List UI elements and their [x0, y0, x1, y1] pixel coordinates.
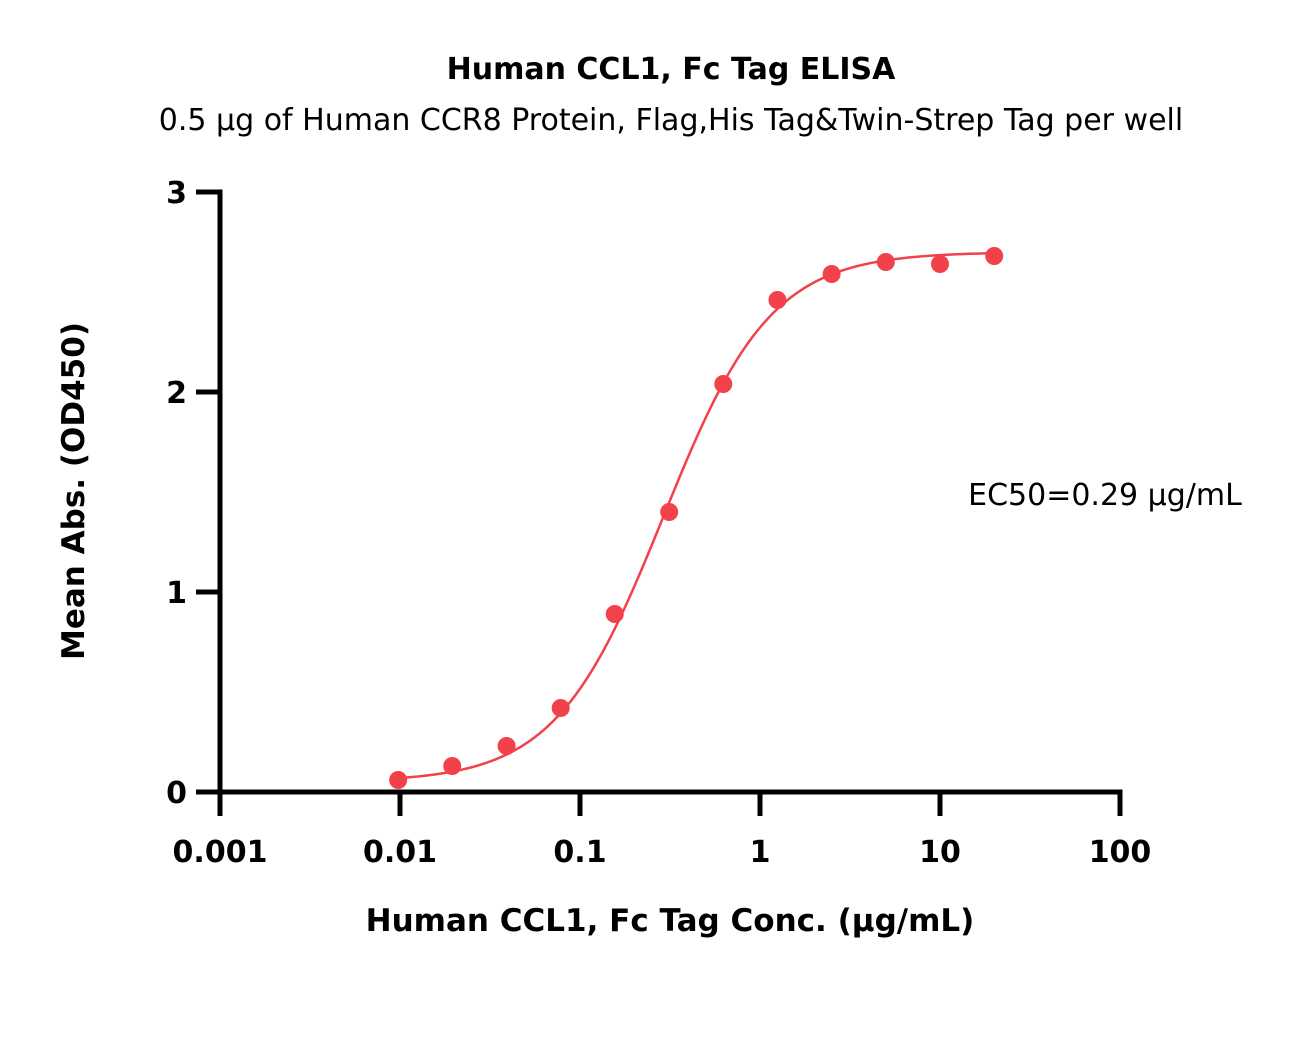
y-tick-label: 2 — [166, 376, 187, 411]
data-point — [497, 737, 516, 755]
axes — [217, 189, 1123, 795]
data-point — [931, 255, 949, 273]
x-tick-label: 100 — [1089, 835, 1152, 870]
x-tick-label: 0.1 — [553, 835, 606, 870]
ec50-annotation: EC50=0.29 μg/mL — [968, 478, 1242, 513]
x-axis-label: Human CCL1, Fc Tag Conc. (μg/mL) — [366, 903, 975, 939]
x-ticks: 0.001 0.01 0.1 1 10 100 — [173, 792, 1152, 870]
data-point — [389, 771, 408, 789]
x-tick-label: 10 — [919, 835, 961, 870]
fit-curve — [398, 251, 995, 780]
data-point — [605, 605, 624, 623]
y-tick-label: 0 — [166, 776, 187, 811]
y-axis-label: Mean Abs. (OD450) — [56, 322, 92, 660]
data-point — [876, 253, 895, 271]
data-point — [985, 247, 1004, 265]
data-points — [389, 247, 1004, 789]
y-tick-label: 3 — [166, 176, 187, 211]
data-point — [660, 503, 679, 521]
data-point — [551, 699, 570, 717]
data-point — [443, 757, 462, 775]
x-tick-label: 0.01 — [363, 835, 437, 870]
y-ticks: 0 1 2 3 — [166, 176, 220, 811]
chart-title: Human CCL1, Fc Tag ELISA — [447, 52, 896, 87]
chart-subtitle: 0.5 μg of Human CCR8 Protein, Flag,His T… — [159, 103, 1183, 138]
x-tick-label: 0.001 — [173, 835, 268, 870]
data-point — [714, 375, 733, 393]
y-tick-label: 1 — [166, 576, 187, 611]
data-point — [768, 291, 787, 309]
x-tick-label: 1 — [750, 835, 771, 870]
data-point — [822, 265, 841, 283]
